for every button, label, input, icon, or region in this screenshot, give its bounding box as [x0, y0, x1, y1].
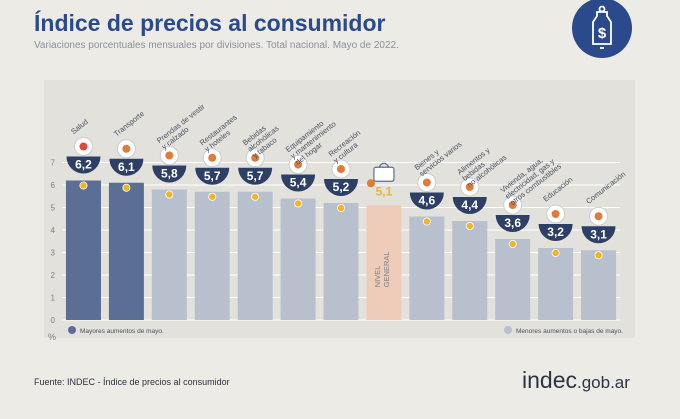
value-label: 6,1 [118, 160, 135, 174]
food-plate-icon [460, 177, 480, 197]
value-bowl [109, 158, 144, 176]
value-bowl [238, 167, 273, 185]
logo-domain-text: .gob.ar [576, 373, 630, 392]
value-label: 5,8 [161, 167, 178, 181]
value-dot [336, 203, 345, 212]
value-dot [165, 190, 174, 199]
indec-logo: indec.gob.ar [522, 367, 630, 394]
y-tick-label: 1 [51, 294, 56, 303]
phone-icon [589, 206, 609, 226]
price-tag-icon [592, 5, 612, 49]
y-axis-label: % [48, 332, 56, 342]
value-label: 5,2 [333, 180, 350, 194]
bar [151, 189, 187, 320]
category-label: NIVEL [373, 266, 382, 288]
legend-high-label: Mayores aumentos de mayo. [80, 328, 164, 335]
source-note: Fuente: INDEC - Índice de precios al con… [34, 377, 230, 387]
page-subtitle: Variaciones porcentuales mensuales por d… [34, 40, 399, 51]
value-label: 4,4 [461, 198, 478, 212]
value-bowl [66, 156, 101, 174]
book-icon [546, 204, 566, 224]
bar [495, 239, 531, 320]
umbrella-icon [331, 159, 351, 179]
value-bowl [281, 174, 316, 192]
value-label: 3,2 [547, 225, 564, 239]
value-bowl [195, 167, 230, 185]
bar [280, 198, 316, 320]
value-dot [79, 181, 88, 190]
bus-icon [116, 139, 136, 159]
value-bowl [409, 192, 444, 210]
value-label: 5,7 [204, 169, 221, 183]
y-tick-label: 2 [51, 271, 56, 280]
y-tick-label: 6 [51, 181, 56, 190]
value-dot [122, 183, 131, 192]
value-dot [208, 192, 217, 201]
value-label: 6,2 [75, 158, 92, 172]
category-label: GENERAL [382, 251, 391, 287]
value-dot [594, 251, 603, 260]
y-tick-label: 7 [51, 159, 56, 168]
bar [409, 216, 445, 320]
medical-cross-icon [73, 137, 93, 156]
comb-icon [417, 173, 437, 192]
bar [65, 180, 101, 320]
legend-low-swatch [504, 326, 512, 334]
value-label: 5,1 [376, 184, 393, 198]
legend-high-swatch [68, 326, 76, 334]
value-dot [508, 239, 517, 248]
bar [237, 191, 273, 320]
y-tick-label: 5 [51, 204, 56, 213]
value-label: 3,6 [504, 216, 521, 230]
value-label: 5,7 [247, 169, 264, 183]
value-dot [251, 192, 260, 201]
bottle-icon [245, 148, 265, 168]
bar [194, 191, 230, 320]
value-dot [465, 221, 474, 230]
value-dot [294, 199, 303, 208]
value-bowl [495, 215, 530, 232]
legend-low-label: Menores aumentos o bajas de mayo. [516, 328, 623, 335]
value-bowl [152, 165, 187, 183]
value-bowl [452, 197, 487, 214]
y-tick-label: 0 [51, 316, 56, 325]
bar [108, 182, 144, 320]
shirt-icon [159, 146, 179, 165]
lightbulb-icon [503, 195, 523, 215]
bar [538, 248, 574, 320]
bar [452, 221, 488, 320]
value-bowl [538, 224, 573, 241]
bar [366, 205, 402, 320]
cup-icon [202, 148, 222, 168]
value-bowl [581, 226, 616, 244]
svg-text:$: $ [598, 25, 607, 42]
bar [323, 203, 359, 320]
value-label: 5,4 [290, 176, 307, 190]
value-dot [551, 248, 560, 257]
price-tag-badge: $ [572, 0, 632, 58]
logo-main-text: indec [522, 367, 577, 393]
shopping-basket-icon [366, 162, 395, 188]
value-label: 3,1 [590, 227, 607, 241]
bar [581, 250, 617, 320]
value-label: 4,6 [419, 194, 436, 208]
value-bowl [324, 179, 358, 196]
y-tick-label: 3 [51, 249, 56, 258]
tv-icon [288, 155, 308, 174]
y-tick-label: 4 [51, 226, 56, 235]
value-dot [422, 217, 431, 226]
page-title: Índice de precios al consumidor [34, 10, 386, 36]
